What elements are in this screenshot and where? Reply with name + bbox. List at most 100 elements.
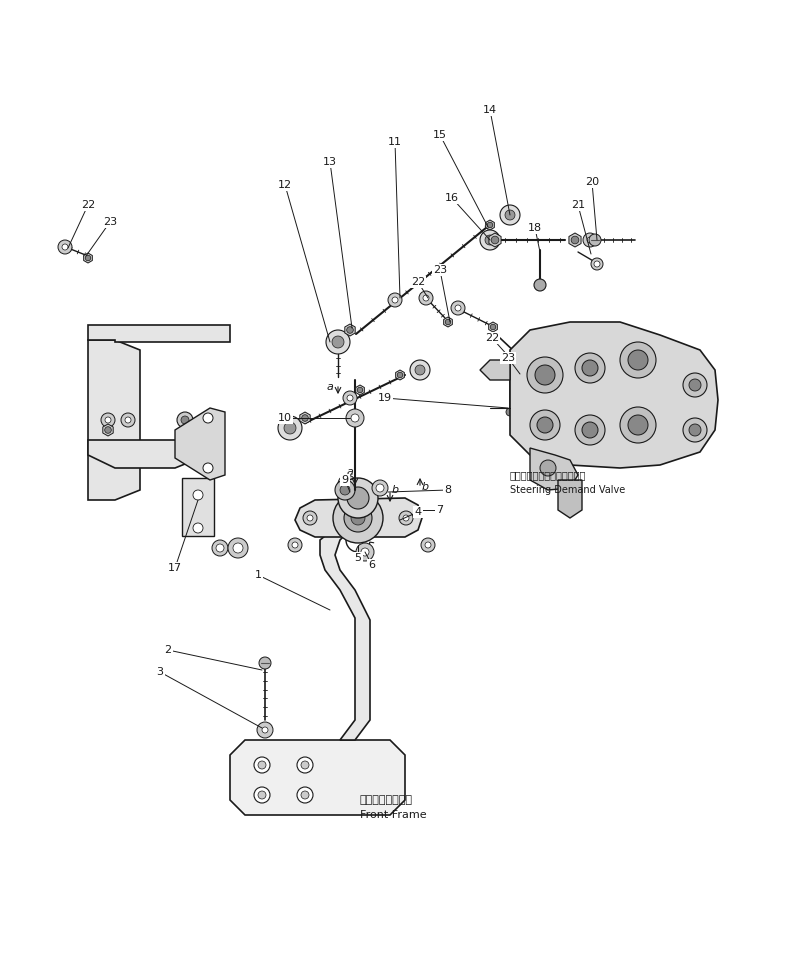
Circle shape <box>421 538 435 552</box>
Text: a: a <box>347 467 354 477</box>
Circle shape <box>587 237 593 243</box>
Circle shape <box>233 543 243 553</box>
Circle shape <box>212 540 228 556</box>
Circle shape <box>399 511 413 525</box>
Text: a: a <box>326 382 333 392</box>
Circle shape <box>445 319 451 325</box>
Circle shape <box>505 210 515 220</box>
Circle shape <box>357 387 362 393</box>
Circle shape <box>500 205 520 225</box>
Circle shape <box>594 261 600 267</box>
Circle shape <box>589 234 601 246</box>
Circle shape <box>347 487 369 509</box>
Circle shape <box>62 244 68 250</box>
Circle shape <box>491 236 499 244</box>
Circle shape <box>297 757 313 773</box>
Circle shape <box>278 416 302 440</box>
Circle shape <box>571 236 579 244</box>
Polygon shape <box>230 740 405 815</box>
Circle shape <box>410 360 430 380</box>
Polygon shape <box>88 340 140 500</box>
Circle shape <box>177 412 193 428</box>
Polygon shape <box>295 498 422 537</box>
Text: Steering Demand Valve: Steering Demand Valve <box>510 485 625 495</box>
Circle shape <box>105 417 111 423</box>
Circle shape <box>340 501 354 515</box>
Circle shape <box>125 417 131 423</box>
Circle shape <box>228 538 248 558</box>
Text: 3: 3 <box>157 667 163 677</box>
Circle shape <box>85 256 91 260</box>
Text: b: b <box>392 485 399 495</box>
Circle shape <box>303 511 317 525</box>
Circle shape <box>347 395 353 401</box>
Circle shape <box>397 372 403 378</box>
Polygon shape <box>489 322 497 332</box>
Text: 9: 9 <box>341 475 348 485</box>
Circle shape <box>480 230 500 250</box>
Circle shape <box>326 330 350 354</box>
Circle shape <box>485 235 495 245</box>
Text: 11: 11 <box>388 137 402 147</box>
Polygon shape <box>88 325 230 342</box>
Text: 22: 22 <box>81 200 95 210</box>
Circle shape <box>455 305 461 311</box>
Text: b: b <box>422 482 429 492</box>
Circle shape <box>203 463 213 473</box>
Polygon shape <box>510 322 718 468</box>
Circle shape <box>101 413 115 427</box>
Circle shape <box>582 422 598 438</box>
Polygon shape <box>355 385 364 395</box>
Circle shape <box>490 324 496 330</box>
Circle shape <box>181 416 189 424</box>
Polygon shape <box>396 370 404 380</box>
Polygon shape <box>102 424 113 436</box>
Polygon shape <box>299 412 310 424</box>
Circle shape <box>591 258 603 270</box>
Polygon shape <box>88 440 190 468</box>
Circle shape <box>575 353 605 383</box>
Circle shape <box>689 379 701 391</box>
Circle shape <box>257 722 273 738</box>
Circle shape <box>193 490 203 500</box>
Text: 15: 15 <box>433 130 447 140</box>
Circle shape <box>284 422 296 434</box>
Circle shape <box>262 727 268 733</box>
Text: 12: 12 <box>278 180 292 190</box>
Circle shape <box>534 279 546 291</box>
Circle shape <box>415 365 425 375</box>
Polygon shape <box>345 324 355 336</box>
Text: 13: 13 <box>323 157 337 167</box>
Circle shape <box>575 415 605 445</box>
Circle shape <box>301 791 309 799</box>
Circle shape <box>487 222 492 228</box>
Circle shape <box>333 493 383 543</box>
Text: 22: 22 <box>411 277 425 287</box>
Text: 4: 4 <box>414 507 422 517</box>
Polygon shape <box>444 317 452 327</box>
Bar <box>510 355 520 373</box>
Text: 6: 6 <box>369 560 376 570</box>
Circle shape <box>530 410 560 440</box>
Circle shape <box>193 523 203 533</box>
Text: 16: 16 <box>445 193 459 203</box>
Circle shape <box>689 424 701 436</box>
Circle shape <box>582 360 598 376</box>
Text: フロントフレーム: フロントフレーム <box>360 795 413 805</box>
Circle shape <box>583 233 597 247</box>
Polygon shape <box>480 360 510 380</box>
Text: ステアリングデマンドバルブ: ステアリングデマンドバルブ <box>510 470 586 480</box>
Circle shape <box>259 657 271 669</box>
Circle shape <box>537 417 553 433</box>
Circle shape <box>254 757 270 773</box>
Text: 22: 22 <box>485 333 499 343</box>
Circle shape <box>288 538 302 552</box>
Circle shape <box>376 484 384 492</box>
Circle shape <box>423 295 429 301</box>
Polygon shape <box>175 408 225 480</box>
Circle shape <box>302 415 308 421</box>
Circle shape <box>628 350 648 370</box>
Text: 10: 10 <box>278 413 292 423</box>
Circle shape <box>347 327 353 333</box>
Circle shape <box>388 293 402 307</box>
